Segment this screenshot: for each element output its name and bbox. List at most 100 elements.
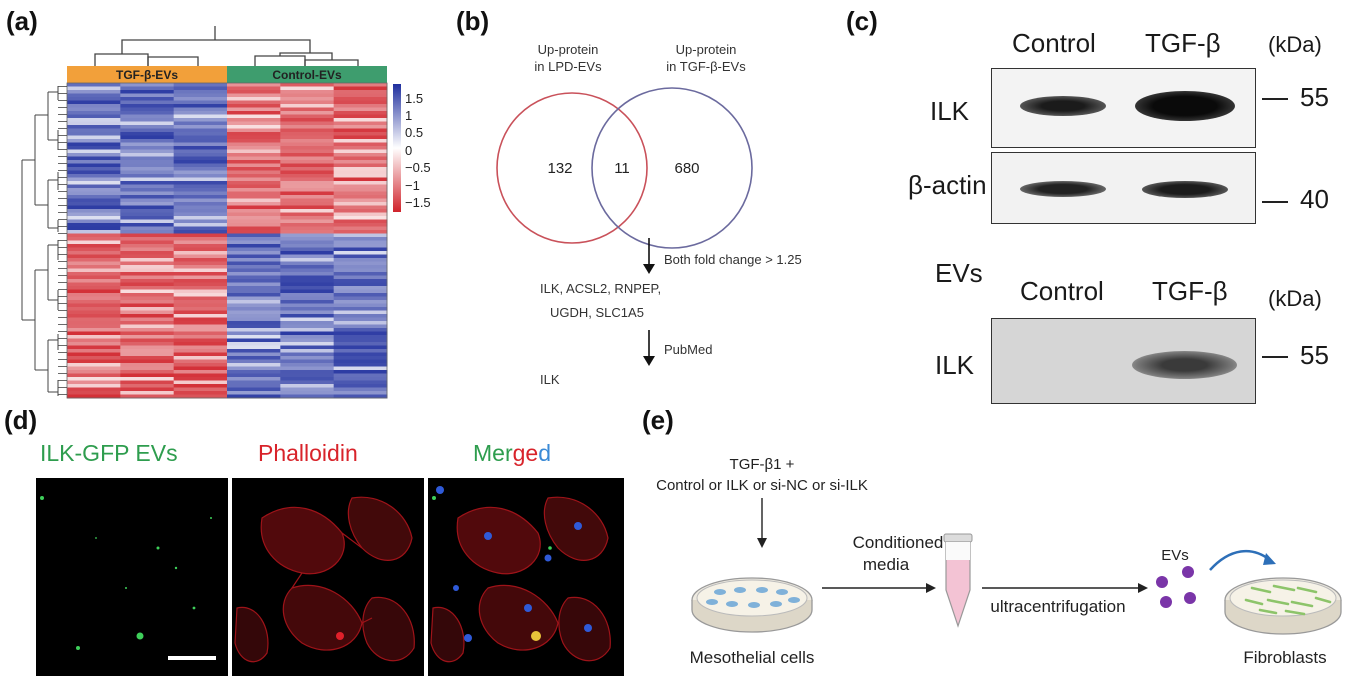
heatmap-cell [333, 104, 388, 108]
heatmap-cell [67, 184, 121, 189]
panel-a-label: (a) [6, 6, 38, 36]
heatmap-cell [173, 272, 228, 276]
colorbar-tick: −1.5 [405, 195, 431, 210]
heatmap-cell [280, 219, 335, 224]
heatmap-cell [173, 139, 228, 143]
heatmap-cell [333, 349, 388, 353]
heatmap-cell [280, 244, 335, 248]
heatmap-cell [333, 258, 388, 262]
heatmap-cell [173, 254, 228, 259]
heatmap-cell [280, 380, 335, 385]
heatmap-cell [173, 240, 228, 245]
heatmap-cell [173, 377, 228, 381]
merged-part: Mer [473, 440, 513, 466]
heatmap-cell [67, 268, 121, 273]
heatmap-cell [227, 177, 281, 182]
merged-part: g [512, 440, 526, 466]
heatmap-cell [333, 279, 388, 283]
heatmap-cell [67, 237, 121, 241]
heatmap-cell [227, 349, 281, 353]
heatmap-cell [227, 219, 281, 224]
heatmap-cell [173, 258, 228, 262]
heatmap-cell [227, 261, 281, 266]
heatmap-cell [173, 366, 228, 371]
heatmap-cell [280, 86, 335, 91]
heatmap-cell [280, 177, 335, 182]
heatmap-cell [280, 366, 335, 371]
heatmap-cell [333, 139, 388, 143]
heatmap-cell [227, 139, 281, 143]
heatmap-cell [67, 114, 121, 119]
heatmap-cell [333, 377, 388, 381]
heatmap-cell [280, 391, 335, 395]
heatmap-cell [120, 83, 175, 87]
heatmap-cell [67, 146, 121, 150]
heatmap-cell [67, 359, 121, 364]
heatmap-cell [333, 219, 388, 224]
heatmap-cell [227, 286, 281, 290]
heatmap-cell [173, 317, 228, 322]
heatmap-cell [333, 384, 388, 388]
channel-title-phalloidin: Phalloidin [258, 440, 358, 466]
heatmap-cell [173, 391, 228, 395]
heatmap-cell [280, 209, 335, 213]
heatmap-cell [67, 170, 121, 175]
heatmap-cell [67, 107, 121, 112]
heatmap-cell [173, 111, 228, 115]
heatmap-cell [67, 345, 121, 350]
heatmap-cell [333, 135, 388, 140]
heatmap-cell [67, 195, 121, 199]
heatmap-cell [120, 121, 175, 126]
heatmap-cell [333, 265, 388, 269]
heatmap-cell [173, 114, 228, 119]
heatmap-cell [227, 97, 281, 101]
heatmap-cell [173, 303, 228, 308]
heatmap-cell [173, 167, 228, 171]
heatmap-cell [120, 104, 175, 108]
heatmap-cell [227, 86, 281, 91]
heatmap-cell [227, 128, 281, 133]
heatmap-cell [67, 212, 121, 217]
heatmap-cell [120, 237, 175, 241]
heatmap-cell [67, 177, 121, 182]
heatmap-cell [333, 226, 388, 231]
heatmap-cell [173, 244, 228, 248]
heatmap-cell [173, 212, 228, 217]
heatmap-cell [120, 111, 175, 115]
heatmap-cell [280, 265, 335, 269]
heatmap-cell [227, 146, 281, 150]
heatmap-cell [173, 233, 228, 238]
heatmap-cell [333, 223, 388, 227]
heatmap-cell [67, 286, 121, 290]
heatmap-cell [333, 205, 388, 210]
heatmap-cell [333, 261, 388, 266]
heatmap-cell [333, 300, 388, 304]
heatmap-cell [280, 233, 335, 238]
heatmap-cell [120, 380, 175, 385]
heatmap-cell [173, 216, 228, 220]
heatmap-cell [280, 359, 335, 364]
blot-row-actin: β-actin [908, 170, 987, 200]
heatmap-cell [67, 377, 121, 381]
heatmap-cell [120, 377, 175, 381]
heatmap-cell [280, 93, 335, 98]
heatmap-cell [173, 356, 228, 360]
heatmap-cell [173, 198, 228, 203]
heatmap-cell [333, 317, 388, 322]
heatmap-cell [333, 244, 388, 248]
heatmap-cell [227, 142, 281, 147]
heatmap-cell [173, 209, 228, 213]
heatmap-cell [280, 132, 335, 136]
heatmap-cell [227, 195, 281, 199]
group-bar-tgf [67, 66, 227, 83]
image-merged [428, 478, 624, 676]
blot-unit-evs: (kDa) [1268, 286, 1322, 311]
heatmap-cell [173, 121, 228, 126]
heatmap-cell [280, 345, 335, 350]
venn-count-overlap: 11 [614, 160, 630, 177]
heatmap-cell [120, 289, 175, 294]
blot-col-control-evs: Control [1020, 276, 1104, 306]
heatmap-cell [280, 293, 335, 297]
colorbar-tick: 0.5 [405, 125, 423, 140]
heatmap-cell [67, 188, 121, 192]
